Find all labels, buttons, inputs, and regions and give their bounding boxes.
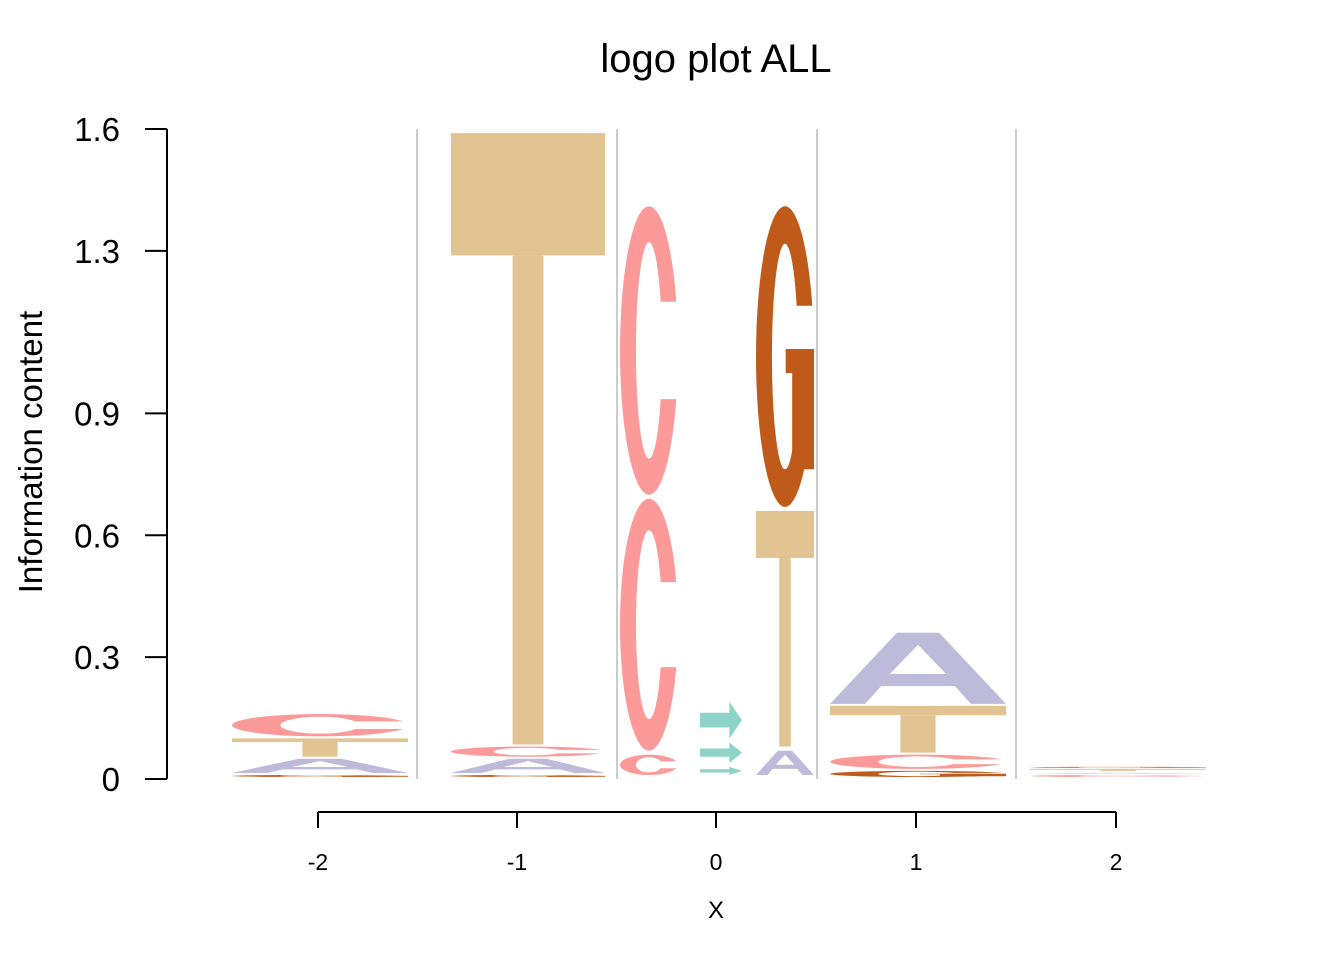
y-tick-label: 1.6 [74, 111, 120, 148]
column-separators [416, 129, 1017, 779]
letter-C-pos-1 [830, 754, 1006, 769]
letter-arrow-pos-0 [700, 742, 742, 763]
letter-G-pos-2 [1030, 766, 1206, 768]
y-tick-label: 0.3 [74, 639, 120, 676]
y-axis-label: Information content [12, 311, 49, 594]
letter-C-pos--1 [451, 746, 605, 757]
y-tick-label: 1.3 [74, 233, 120, 270]
letter-A-pos-0 [756, 750, 814, 775]
letter-stacks [232, 133, 1206, 777]
letter-T-pos--2 [232, 738, 408, 757]
letter-G-pos-0 [756, 206, 814, 507]
x-tick-label: -2 [308, 849, 328, 875]
y-tick-label: 0 [102, 761, 120, 798]
x-tick-label: 0 [710, 849, 723, 875]
chart-title: logo plot ALL [600, 37, 831, 81]
letter-G-pos--2 [232, 774, 408, 777]
letter-T-pos-1 [830, 705, 1006, 753]
letter-A-pos--2 [232, 758, 408, 773]
letter-C-pos--2 [232, 714, 408, 737]
letter-T-pos--1 [451, 133, 605, 745]
letter-C-pos-0 [620, 206, 678, 495]
x-axis-label: X [708, 897, 724, 924]
y-axis: 0 0.3 0.6 0.9 1.3 1.6 [74, 111, 168, 798]
x-tick-label: 1 [910, 849, 923, 875]
x-tick-label: -1 [507, 849, 527, 875]
letter-arrow-pos-0 [700, 701, 742, 739]
y-tick-label: 0.6 [74, 517, 120, 554]
letter-G-pos--1 [451, 774, 605, 777]
letter-A-pos--1 [451, 758, 605, 773]
letter-A-pos-1 [830, 632, 1006, 704]
letter-A-pos-2 [1030, 772, 1206, 774]
x-axis: -2 -1 0 1 2 [308, 811, 1123, 875]
letter-T-pos-0 [756, 510, 814, 747]
letter-C-pos-0 [620, 754, 678, 775]
x-tick-label: 2 [1110, 849, 1123, 875]
y-tick-label: 0.9 [74, 395, 120, 432]
letter-C-pos-0 [620, 498, 678, 751]
letter-T-pos-2 [1030, 768, 1206, 771]
letter-arrow-pos-0 [700, 766, 742, 775]
letter-G-pos-1 [830, 770, 1006, 777]
letter-C-pos-2 [1030, 774, 1206, 777]
